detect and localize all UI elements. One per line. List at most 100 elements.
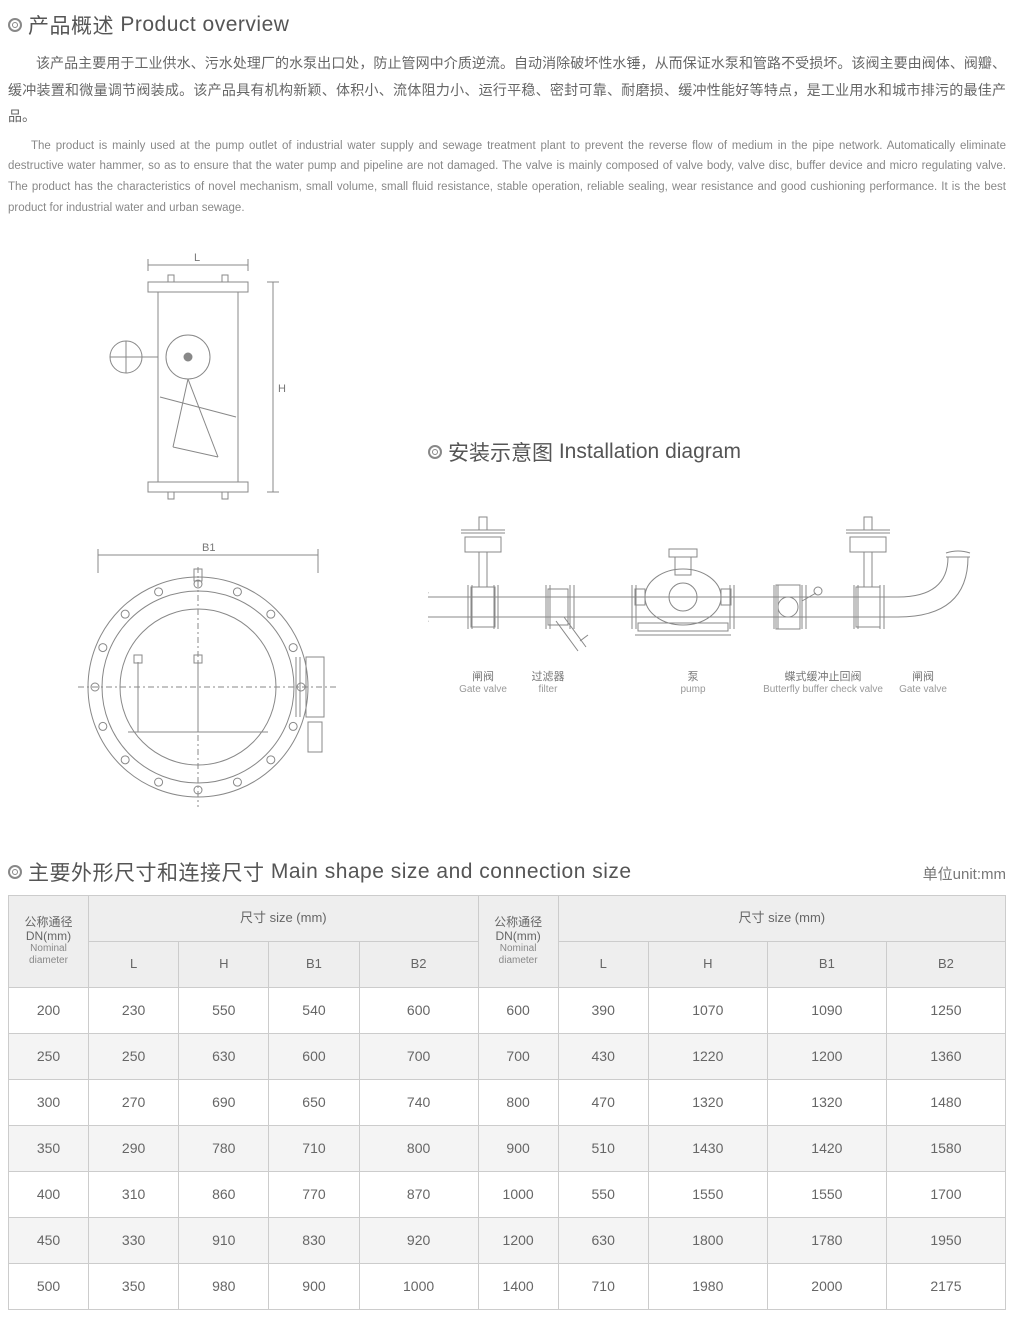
table-cell: 710 bbox=[558, 1263, 648, 1309]
table-row: 4003108607708701000550155015501700 bbox=[9, 1171, 1006, 1217]
table-cell: 870 bbox=[359, 1171, 478, 1217]
table-cell: 350 bbox=[89, 1263, 179, 1309]
table-cell: 1580 bbox=[886, 1125, 1005, 1171]
size-table: 公称通径 DN(mm) Nominal diameter 尺寸 size (mm… bbox=[8, 895, 1006, 1310]
table-cell: 910 bbox=[179, 1217, 269, 1263]
table-cell: 1550 bbox=[767, 1171, 886, 1217]
table-cell: 1550 bbox=[648, 1171, 767, 1217]
table-cell: 350 bbox=[9, 1125, 89, 1171]
overview-title: 产品概述 Product overview bbox=[8, 10, 1006, 40]
overview-title-cn: 产品概述 bbox=[28, 10, 114, 40]
table-cell: 270 bbox=[89, 1079, 179, 1125]
th-H: H bbox=[179, 941, 269, 987]
table-cell: 250 bbox=[89, 1033, 179, 1079]
valve-side-view: L H bbox=[88, 247, 308, 527]
table-cell: 1090 bbox=[767, 987, 886, 1033]
table-cell: 710 bbox=[269, 1125, 359, 1171]
table-cell: 1480 bbox=[886, 1079, 1005, 1125]
table-cell: 450 bbox=[9, 1217, 89, 1263]
table-cell: 470 bbox=[558, 1079, 648, 1125]
table-cell: 800 bbox=[359, 1125, 478, 1171]
label-filter-en: filter bbox=[518, 684, 578, 697]
table-cell: 1400 bbox=[478, 1263, 558, 1309]
table-cell: 600 bbox=[478, 987, 558, 1033]
table-cell: 310 bbox=[89, 1171, 179, 1217]
table-cell: 1980 bbox=[648, 1263, 767, 1309]
table-cell: 390 bbox=[558, 987, 648, 1033]
table-cell: 600 bbox=[359, 987, 478, 1033]
th-B2: B2 bbox=[359, 941, 478, 987]
table-cell: 830 bbox=[269, 1217, 359, 1263]
th-B12: B1 bbox=[767, 941, 886, 987]
table-cell: 1250 bbox=[886, 987, 1005, 1033]
table-cell: 630 bbox=[558, 1217, 648, 1263]
table-row: 250250630600700700430122012001360 bbox=[9, 1033, 1006, 1079]
table-cell: 650 bbox=[269, 1079, 359, 1125]
table-cell: 980 bbox=[179, 1263, 269, 1309]
table-cell: 600 bbox=[269, 1033, 359, 1079]
th-size1: 尺寸 size (mm) bbox=[89, 895, 479, 941]
table-cell: 1430 bbox=[648, 1125, 767, 1171]
size-title-cn: 主要外形尺寸和连接尺寸 bbox=[28, 857, 265, 887]
bullet-icon bbox=[428, 445, 442, 459]
table-cell: 1200 bbox=[767, 1033, 886, 1079]
table-cell: 1070 bbox=[648, 987, 767, 1033]
label-pump-en: pump bbox=[628, 684, 758, 697]
table-cell: 430 bbox=[558, 1033, 648, 1079]
th-B22: B2 bbox=[886, 941, 1005, 987]
table-cell: 770 bbox=[269, 1171, 359, 1217]
label-gate-valve-cn: 闸阀 bbox=[472, 671, 494, 683]
th-dn2: 公称通径 DN(mm) Nominal diameter bbox=[478, 895, 558, 987]
table-cell: 300 bbox=[9, 1079, 89, 1125]
svg-text:H: H bbox=[278, 383, 286, 395]
th-size2: 尺寸 size (mm) bbox=[558, 895, 1005, 941]
install-title: 安装示意图 Installation diagram bbox=[428, 437, 1006, 467]
unit-label: 单位unit:mm bbox=[923, 863, 1006, 884]
table-cell: 540 bbox=[269, 987, 359, 1033]
th-B1: B1 bbox=[269, 941, 359, 987]
th-L: L bbox=[89, 941, 179, 987]
table-cell: 700 bbox=[359, 1033, 478, 1079]
table-cell: 1320 bbox=[767, 1079, 886, 1125]
table-row: 50035098090010001400710198020002175 bbox=[9, 1263, 1006, 1309]
svg-text:B1: B1 bbox=[202, 542, 215, 554]
install-labels: 闸阀 Gate valve 过滤器 filter 泵 pump 蝶式缓冲止回阀 … bbox=[428, 671, 1006, 697]
table-row: 4503309108309201200630180017801950 bbox=[9, 1217, 1006, 1263]
overview-paragraph-en: The product is mainly used at the pump o… bbox=[8, 136, 1006, 219]
installation-diagram bbox=[428, 497, 988, 667]
table-cell: 1950 bbox=[886, 1217, 1005, 1263]
label-check-en: Butterfly buffer check valve bbox=[758, 684, 888, 697]
label-check-cn: 蝶式缓冲止回阀 bbox=[785, 671, 862, 683]
table-cell: 550 bbox=[179, 987, 269, 1033]
table-cell: 2175 bbox=[886, 1263, 1005, 1309]
table-cell: 400 bbox=[9, 1171, 89, 1217]
install-title-cn: 安装示意图 bbox=[448, 437, 553, 467]
label-gate-valve-en: Gate valve bbox=[448, 684, 518, 697]
table-row: 350290780710800900510143014201580 bbox=[9, 1125, 1006, 1171]
table-cell: 1320 bbox=[648, 1079, 767, 1125]
table-cell: 200 bbox=[9, 987, 89, 1033]
table-cell: 700 bbox=[478, 1033, 558, 1079]
table-cell: 690 bbox=[179, 1079, 269, 1125]
table-cell: 1700 bbox=[886, 1171, 1005, 1217]
size-title-en: Main shape size and connection size bbox=[271, 860, 632, 884]
table-row: 200230550540600600390107010901250 bbox=[9, 987, 1006, 1033]
table-cell: 630 bbox=[179, 1033, 269, 1079]
table-cell: 550 bbox=[558, 1171, 648, 1217]
table-cell: 330 bbox=[89, 1217, 179, 1263]
table-cell: 1200 bbox=[478, 1217, 558, 1263]
size-table-title: 主要外形尺寸和连接尺寸 Main shape size and connecti… bbox=[8, 857, 632, 887]
svg-text:L: L bbox=[194, 252, 200, 264]
table-cell: 920 bbox=[359, 1217, 478, 1263]
overview-paragraph-cn: 该产品主要用于工业供水、污水处理厂的水泵出口处，防止管网中介质逆流。自动消除破坏… bbox=[8, 50, 1006, 130]
bullet-icon bbox=[8, 18, 22, 32]
table-cell: 250 bbox=[9, 1033, 89, 1079]
table-cell: 1000 bbox=[478, 1171, 558, 1217]
table-cell: 2000 bbox=[767, 1263, 886, 1309]
table-cell: 1360 bbox=[886, 1033, 1005, 1079]
left-diagrams: L H bbox=[8, 247, 428, 817]
bullet-icon bbox=[8, 865, 22, 879]
table-cell: 510 bbox=[558, 1125, 648, 1171]
th-L2: L bbox=[558, 941, 648, 987]
table-cell: 800 bbox=[478, 1079, 558, 1125]
